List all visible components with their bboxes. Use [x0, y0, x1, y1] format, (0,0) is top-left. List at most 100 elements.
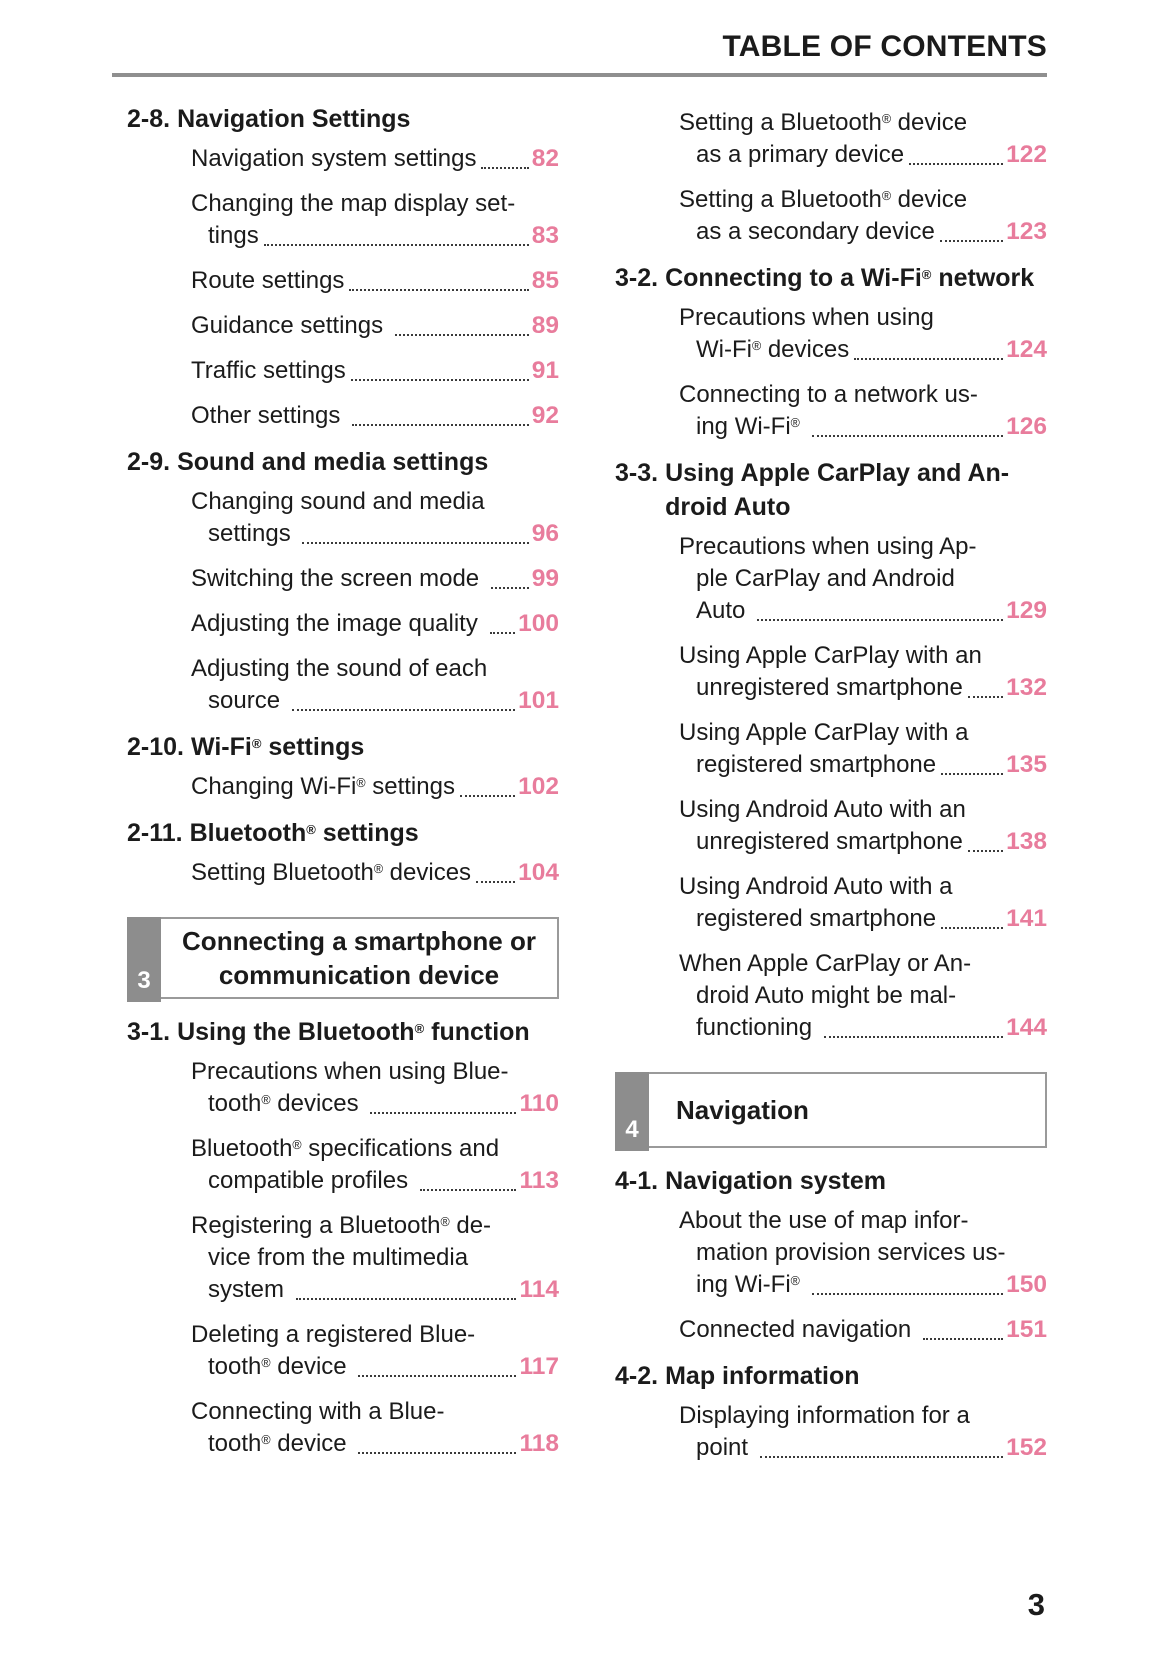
page-ref: 138 — [1006, 828, 1047, 855]
registered-trademark-icon: ® — [292, 1138, 302, 1153]
toc-entry-text: About the use of map infor- — [679, 1207, 969, 1234]
page-ref: 100 — [518, 610, 559, 637]
toc-entry-text: Registering a Bluetooth® de- — [191, 1212, 492, 1239]
toc-entry-line: Using Android Auto with a — [679, 871, 1047, 903]
toc-entry-text: as a secondary device — [696, 218, 935, 245]
toc-entry: Using Android Auto with a registered smar… — [615, 871, 1047, 935]
toc-entry-line: Wi-Fi® devices 124 — [679, 334, 1047, 366]
toc-entry-text: tings — [208, 222, 259, 249]
toc-entry-text: vice from the multimedia — [208, 1244, 469, 1271]
section-heading: 4-2. Map information — [615, 1359, 1047, 1393]
toc-entry-text: Connecting to a network us- — [679, 381, 978, 408]
toc-entry-line: Adjusting the image quality 100 — [191, 608, 559, 640]
header-rule — [112, 73, 1047, 77]
toc-entry-line: as a primary device 122 — [679, 139, 1047, 171]
page-ref: 126 — [1006, 413, 1047, 440]
toc-entry-line: Guidance settings 89 — [191, 310, 559, 342]
section-heading: 3-1. Using the Bluetooth® function — [127, 1015, 559, 1049]
toc-entry: Traffic settings 91 — [127, 355, 559, 387]
toc-entry-line: Changing the map display set- — [191, 188, 559, 220]
toc-entry: Connecting to a network us-ing Wi-Fi® 12… — [615, 379, 1047, 443]
dot-leader — [291, 709, 516, 711]
toc-entry-text: ple CarPlay and Android — [696, 565, 955, 592]
dot-leader — [811, 435, 1004, 437]
registered-trademark-icon: ® — [790, 416, 800, 431]
toc-entry-text: Adjusting the sound of each — [191, 655, 488, 682]
chapter-box: 4 Navigation — [615, 1072, 1047, 1151]
toc-entry-text: Guidance settings — [191, 312, 390, 339]
chapter-title-line: communication device — [218, 960, 500, 990]
dot-leader — [757, 619, 1004, 621]
section-title: Navigation system — [665, 1164, 886, 1198]
toc-entry-text: Changing sound and media — [191, 488, 485, 515]
section-number: 2-11. — [127, 819, 183, 847]
toc-entry-text: as a primary device — [696, 141, 905, 168]
section-title-line: droid Auto — [665, 493, 791, 521]
dot-leader — [302, 542, 529, 544]
registered-trademark-icon: ® — [306, 821, 316, 837]
section-title-line: Navigation Settings — [177, 105, 411, 133]
toc-entry-line: Precautions when using Ap- — [679, 531, 1047, 563]
toc-entry: Bluetooth® specifications and compatible … — [127, 1133, 559, 1197]
toc-entry-line: Connecting to a network us- — [679, 379, 1047, 411]
chapter-number-tab: 4 — [615, 1072, 649, 1151]
section-heading: 3-3. Using Apple CarPlay and An-droid Aut… — [615, 456, 1047, 524]
toc-entry-text: Wi-Fi® devices — [696, 336, 850, 363]
left-column: 2-8. Navigation Settings Navigation system… — [127, 101, 559, 1477]
registered-trademark-icon: ® — [881, 112, 892, 127]
toc-entry-text: Using Android Auto with a — [679, 873, 953, 900]
toc-entry: Changing the map display set-tings 83 — [127, 188, 559, 252]
section-title: Connecting to a Wi-Fi® network — [665, 261, 1034, 295]
toc-entry-text: Adjusting the image quality — [191, 610, 485, 637]
page-ref: 132 — [1006, 674, 1047, 701]
registered-trademark-icon: ® — [251, 735, 262, 751]
dot-leader — [967, 850, 1004, 852]
toc-entry-line: as a secondary device 123 — [679, 216, 1047, 248]
toc-entry-line: functioning 144 — [679, 1012, 1047, 1044]
registered-trademark-icon: ® — [373, 862, 383, 877]
section-title: Navigation Settings — [177, 102, 410, 136]
toc-entry-line: unregistered smartphone 138 — [679, 826, 1047, 858]
toc-entry-line: Using Android Auto with an — [679, 794, 1047, 826]
dot-leader — [490, 587, 529, 589]
toc-entry: Adjusting the sound of each source 101 — [127, 653, 559, 717]
toc-entry-line: Registering a Bluetooth® de- — [191, 1210, 559, 1242]
toc-entry-text: registered smartphone — [696, 905, 937, 932]
dot-leader — [967, 696, 1004, 698]
toc-entry-text: droid Auto might be mal- — [696, 982, 957, 1009]
toc-entry: Route settings 85 — [127, 265, 559, 297]
toc-entry-text: tooth® devices — [208, 1090, 366, 1117]
toc-entry-line: registered smartphone 141 — [679, 903, 1047, 935]
toc-entry-line: Deleting a registered Blue- — [191, 1319, 559, 1351]
toc-entry-line: registered smartphone 135 — [679, 749, 1047, 781]
section-title: Map information — [665, 1359, 859, 1393]
page-ref: 114 — [519, 1276, 559, 1303]
registered-trademark-icon: ® — [440, 1215, 450, 1230]
section-heading: 2-8. Navigation Settings — [127, 102, 559, 136]
dot-leader — [922, 1338, 1004, 1340]
page-ref: 92 — [531, 402, 559, 429]
section-title-line: Using Apple CarPlay and An- — [665, 459, 1010, 487]
toc-entry-line: Setting a Bluetooth® device — [679, 107, 1047, 139]
section-number: 4-2. — [615, 1362, 659, 1390]
toc-entry: Registering a Bluetooth® de-vice from th… — [127, 1210, 559, 1306]
toc-entry: Changing sound and media settings 96 — [127, 486, 559, 550]
dot-leader — [352, 424, 529, 426]
page-ref: 123 — [1006, 218, 1047, 245]
toc-entry: Using Android Auto with an unregistered s… — [615, 794, 1047, 858]
toc-entry: Using Apple CarPlay with an unregistered … — [615, 640, 1047, 704]
page-ref: 82 — [531, 145, 559, 172]
toc-entry-line: tooth® device 118 — [191, 1428, 559, 1460]
toc-entry-text: Using Android Auto with an — [679, 796, 966, 823]
section-heading: 4-1. Navigation system — [615, 1164, 1047, 1198]
toc-entry-line: ing Wi-Fi® 126 — [679, 411, 1047, 443]
page-ref: 124 — [1006, 336, 1047, 363]
page-ref: 102 — [518, 773, 559, 800]
toc-entry-text: Switching the screen mode — [191, 565, 486, 592]
dot-leader — [759, 1456, 1004, 1458]
toc-entry-line: source 101 — [191, 685, 559, 717]
toc-entry-text: Setting a Bluetooth® device — [679, 109, 968, 136]
page-ref: 118 — [519, 1430, 559, 1457]
toc-entry-line: Other settings 92 — [191, 400, 559, 432]
toc-entry-text: Other settings — [191, 402, 348, 429]
